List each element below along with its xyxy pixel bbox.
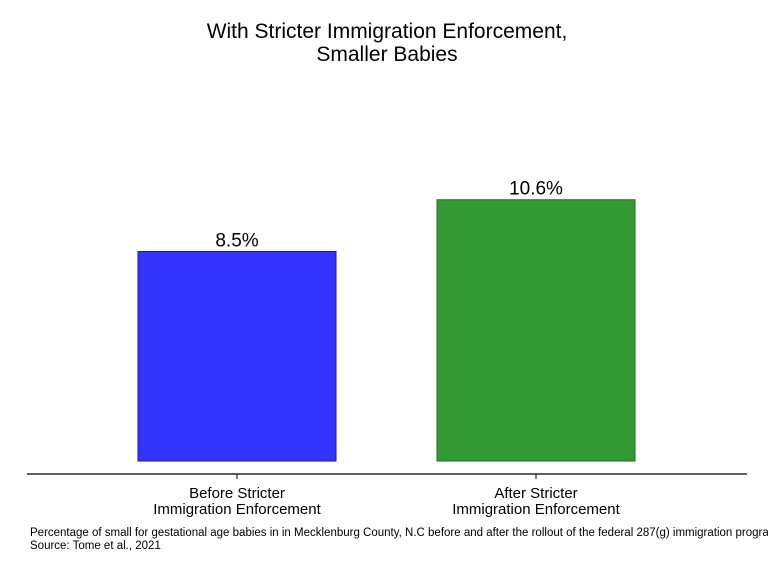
- bar-2: [436, 199, 636, 462]
- bar-1: [137, 250, 337, 462]
- x-tick-label-1-line-1: Before Stricter: [189, 485, 285, 502]
- x-tick-label-2-line-2: Immigration Enforcement: [452, 501, 620, 518]
- bar-value-label-1: 8.5%: [215, 230, 258, 251]
- x-tick-label-2-line-1: After Stricter: [494, 485, 577, 502]
- chart-note: Percentage of small for gestational age …: [30, 527, 768, 539]
- x-tick-label-1-line-2: Immigration Enforcement: [153, 501, 321, 518]
- chart-source: Source: Tome et al., 2021: [30, 540, 161, 552]
- bars-layer: 8.5% 10.6%: [137, 179, 636, 462]
- chart-title-line-1: With Stricter Immigration Enforcement,: [207, 20, 568, 43]
- chart-title-line-2: Smaller Babies: [316, 43, 457, 66]
- bar-value-label-2: 10.6%: [509, 179, 563, 200]
